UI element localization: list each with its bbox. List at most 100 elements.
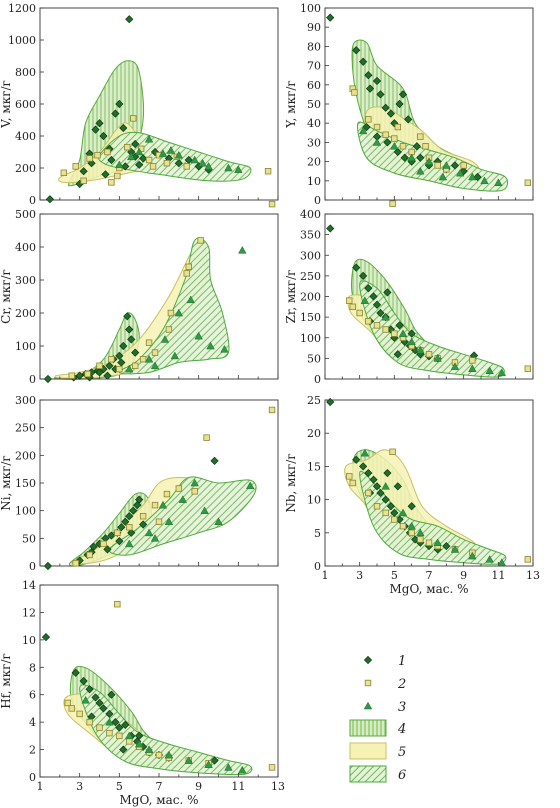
data-point-2 (346, 297, 353, 304)
data-point-3 (160, 335, 170, 343)
data-point-1 (125, 512, 134, 521)
legend-label-5: 5 (398, 745, 406, 760)
data-point-1 (210, 756, 219, 765)
y-axis-label: V, мкг/г (0, 80, 13, 129)
y-axis-label: Cr, мкг/г (0, 269, 13, 324)
data-point-3 (158, 500, 168, 509)
data-point-3 (246, 481, 255, 490)
data-point-1 (369, 292, 378, 301)
data-point-1 (416, 153, 425, 162)
x-tick-label: 13 (526, 569, 540, 582)
y-axis-label: Ni, мкг/г (0, 455, 13, 510)
data-point-2 (68, 705, 75, 712)
data-point-1 (365, 84, 375, 93)
data-point-1 (127, 335, 136, 344)
data-point-3 (450, 362, 460, 370)
data-point-3 (144, 354, 154, 363)
data-point-1 (372, 482, 382, 491)
data-point-1 (404, 115, 413, 124)
data-point-1 (376, 90, 385, 99)
y-tick-label: 10 (307, 494, 321, 507)
chart-panel-Zr: 0 50 100 150 200 250 300 350 400 Zr, мкг/г (284, 200, 534, 386)
data-point-2 (126, 738, 133, 745)
data-point-1 (121, 517, 130, 526)
data-point-3 (204, 162, 213, 170)
data-point-2 (84, 370, 91, 378)
data-point-2 (155, 518, 163, 525)
data-point-1 (364, 468, 373, 478)
y-tick-label: 1000 (8, 34, 36, 47)
y-axis-label: Zr, мкг/г (284, 270, 298, 324)
y-tick-label: 250 (15, 422, 36, 435)
series-3 (115, 134, 243, 173)
data-point-2 (145, 339, 153, 346)
data-point-3 (125, 539, 134, 548)
data-point-1 (119, 341, 128, 351)
y-tick-label: 350 (300, 229, 321, 242)
data-point-1 (105, 709, 114, 719)
y-tick-label: 100 (15, 505, 36, 518)
data-point-3 (134, 739, 144, 748)
y-tick-label: 150 (300, 311, 321, 324)
data-point-3 (360, 296, 370, 304)
data-point-1 (107, 531, 116, 540)
data-point-1 (123, 312, 132, 321)
data-point-1 (395, 99, 404, 109)
data-point-2 (139, 513, 147, 520)
y-tick-label: 100 (300, 2, 321, 15)
x-tick-label: 9 (195, 780, 202, 793)
data-point-3 (190, 155, 199, 164)
y-tick-label: 0 (29, 771, 36, 784)
legend-label-4: 4 (397, 722, 406, 737)
data-point-3 (398, 508, 408, 517)
y-tick-label: 20 (307, 156, 321, 169)
data-point-1 (450, 161, 460, 170)
data-point-1 (352, 455, 361, 464)
y-tick-label: 1200 (8, 2, 36, 15)
legend-item-1: 1 (363, 654, 406, 669)
x-tick-label: 11 (231, 780, 245, 793)
y-tick-label: 200 (300, 291, 321, 304)
data-point-3 (115, 160, 124, 169)
data-point-1 (135, 731, 144, 740)
data-point-2 (382, 131, 389, 138)
data-point-2 (130, 115, 137, 122)
data-point-1 (119, 745, 128, 754)
legend-label-1: 1 (398, 654, 406, 669)
data-point-1 (407, 502, 416, 511)
legend: 1 2 3 4 5 6 (349, 654, 406, 783)
data-point-1 (139, 520, 148, 529)
data-point-1 (326, 397, 335, 407)
data-point-2 (349, 479, 356, 487)
data-point-1 (131, 139, 140, 149)
data-point-1 (359, 271, 368, 280)
data-point-1 (45, 195, 55, 204)
data-point-3 (416, 528, 425, 537)
data-point-1 (71, 668, 80, 677)
data-point-3 (224, 163, 233, 172)
data-point-3 (433, 538, 442, 547)
data-point-2 (185, 263, 192, 270)
data-point-3 (442, 161, 451, 169)
data-point-2 (408, 529, 415, 536)
data-point-2 (373, 503, 381, 510)
data-point-1 (352, 46, 361, 55)
data-point-2 (399, 143, 407, 150)
y-tick-label: 0 (29, 560, 36, 573)
data-point-3 (150, 534, 160, 542)
data-point-2 (116, 732, 123, 740)
data-point-3 (358, 126, 368, 135)
data-point-1 (393, 482, 402, 491)
y-tick-label: 0 (29, 373, 36, 386)
data-point-1 (125, 325, 134, 334)
series-1 (45, 15, 213, 204)
data-point-2 (356, 309, 363, 317)
y-tick-label: 15 (307, 460, 321, 473)
data-point-2 (425, 351, 433, 358)
data-point-3 (206, 341, 215, 350)
y-tick-label: 100 (15, 340, 36, 353)
data-point-2 (183, 163, 190, 170)
y-tick-label: 400 (300, 208, 321, 221)
data-point-2 (108, 355, 115, 363)
